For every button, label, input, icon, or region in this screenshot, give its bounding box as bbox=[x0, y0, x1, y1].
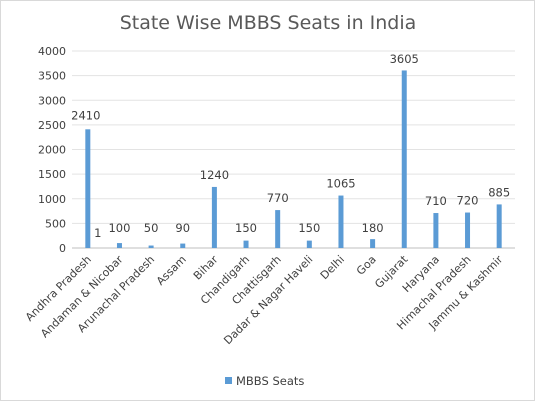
annotation-label: 1 bbox=[94, 226, 101, 240]
y-tick-label: 3000 bbox=[38, 94, 66, 107]
data-label: 150 bbox=[298, 221, 320, 235]
y-axis-ticks: 0 500 1000 1500 2000 2500 3000 3500 4000 bbox=[38, 45, 66, 255]
data-label: 1065 bbox=[326, 177, 355, 191]
y-tick-label: 1000 bbox=[38, 193, 66, 206]
bar bbox=[243, 240, 249, 248]
data-label: 3605 bbox=[390, 52, 419, 66]
category-label: Assam bbox=[154, 253, 189, 288]
bar bbox=[148, 245, 154, 248]
data-label: 710 bbox=[425, 194, 447, 208]
data-label: 180 bbox=[362, 221, 384, 235]
category-label: Delhi bbox=[318, 253, 347, 282]
bar bbox=[401, 70, 407, 248]
data-label: 50 bbox=[144, 221, 159, 235]
bar bbox=[465, 212, 471, 248]
bar bbox=[180, 243, 186, 248]
data-labels: 2410 100 50 90 1240 150 770 150 1065 180 3605 710 72… bbox=[71, 52, 510, 235]
bar bbox=[433, 213, 439, 248]
data-label: 2410 bbox=[71, 108, 100, 122]
bar bbox=[85, 129, 91, 248]
bars bbox=[85, 70, 502, 248]
data-label: 770 bbox=[267, 191, 289, 205]
legend: MBBS Seats bbox=[225, 374, 304, 388]
gridlines bbox=[72, 50, 515, 249]
data-label: 1240 bbox=[200, 168, 229, 182]
y-tick-label: 0 bbox=[59, 242, 66, 255]
bar bbox=[275, 210, 281, 248]
y-tick-label: 2500 bbox=[38, 119, 66, 132]
legend-label: MBBS Seats bbox=[236, 374, 304, 388]
bar bbox=[338, 195, 344, 248]
bar bbox=[306, 240, 312, 248]
y-tick-label: 1500 bbox=[38, 168, 66, 181]
category-label: Goa bbox=[354, 253, 379, 278]
data-label: 90 bbox=[175, 221, 190, 235]
legend-swatch bbox=[225, 377, 232, 384]
y-tick-label: 4000 bbox=[38, 45, 66, 58]
data-label: 150 bbox=[235, 221, 257, 235]
data-label: 720 bbox=[457, 194, 479, 208]
bar bbox=[211, 186, 217, 248]
data-label: 885 bbox=[488, 185, 510, 199]
category-label: Bihar bbox=[191, 253, 221, 283]
bar bbox=[116, 243, 122, 248]
chart-title: State Wise MBBS Seats in India bbox=[120, 12, 417, 34]
bar bbox=[370, 239, 376, 248]
y-tick-label: 2000 bbox=[38, 144, 66, 157]
y-tick-label: 3500 bbox=[38, 70, 66, 83]
y-tick-label: 500 bbox=[45, 217, 66, 230]
data-label: 100 bbox=[108, 221, 130, 235]
bar bbox=[496, 204, 502, 248]
